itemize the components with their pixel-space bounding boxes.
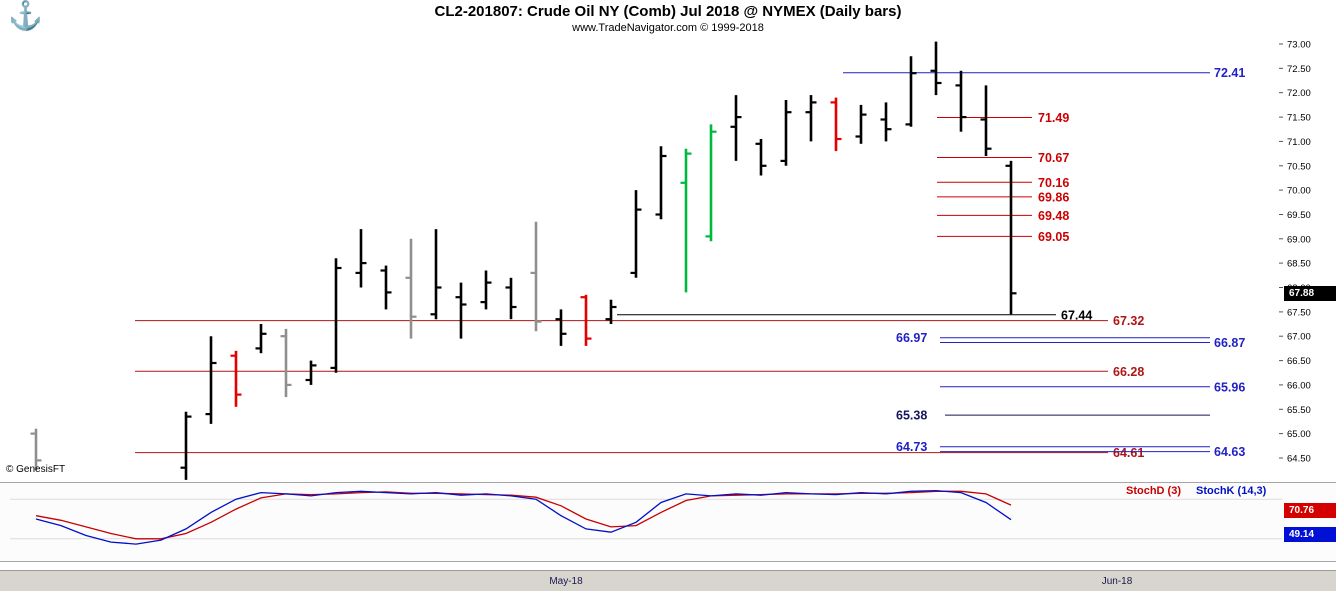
chart-title: CL2-201807: Crude Oil NY (Comb) Jul 2018… xyxy=(434,3,902,20)
ohlc-bar xyxy=(705,124,717,242)
stochk-value-badge: 49.14 xyxy=(1284,527,1336,542)
price-tick-label: 64.50 xyxy=(1287,454,1311,465)
ohlc-bar xyxy=(205,336,217,424)
stochd-line xyxy=(35,490,1012,540)
ohlc-bar xyxy=(555,309,567,346)
price-tick-label: 71.00 xyxy=(1287,137,1311,148)
ohlc-bar xyxy=(355,229,367,288)
price-tick-label: 65.50 xyxy=(1287,405,1311,416)
ohlc-bars xyxy=(30,41,1017,480)
level-label-70.16: 70.16 xyxy=(1038,176,1069,190)
price-tick-label: 71.50 xyxy=(1287,113,1311,124)
ohlc-bar xyxy=(805,95,817,142)
ohlc-bar xyxy=(455,282,467,339)
price-axis: 73.00 72.50 72.00 71.50 71.00 70.50 70.00 69.50… xyxy=(1279,40,1311,465)
ohlc-bar xyxy=(605,299,617,324)
ohlc-bar xyxy=(830,97,842,152)
ohlc-bar xyxy=(330,258,342,373)
price-tick-label: 65.00 xyxy=(1287,429,1311,440)
ohlc-bar xyxy=(230,350,242,407)
ohlc-bar xyxy=(505,277,517,320)
ohlc-bar xyxy=(255,324,267,354)
price-tick-label: 72.50 xyxy=(1287,64,1311,75)
ohlc-bar xyxy=(305,360,317,385)
level-label-69.05: 69.05 xyxy=(1038,230,1069,244)
ohlc-bar xyxy=(780,100,792,166)
stochastic-panel[interactable] xyxy=(0,482,1336,562)
level-label-64.63: 64.63 xyxy=(1214,445,1245,459)
level-label-64.61: 64.61 xyxy=(1113,446,1144,460)
level-label-65.38: 65.38 xyxy=(896,409,927,423)
ohlc-bar xyxy=(380,265,392,310)
ohlc-bar xyxy=(730,95,742,161)
ohlc-bar xyxy=(755,139,767,176)
ohlc-bar xyxy=(655,146,667,220)
ohlc-bar xyxy=(580,294,592,346)
stochk-legend-label[interactable]: StochK (14,3) xyxy=(1196,485,1267,497)
ohlc-bar xyxy=(955,70,967,132)
indicator-gridlines xyxy=(10,498,1282,540)
ohlc-bar xyxy=(1005,160,1017,315)
level-label-69.86: 69.86 xyxy=(1038,190,1069,204)
price-tick-label: 66.00 xyxy=(1287,380,1311,391)
ohlc-bar xyxy=(530,221,542,332)
time-axis-label: Jun-18 xyxy=(1101,576,1133,587)
ohlc-bar xyxy=(180,411,192,480)
price-tick-label: 67.50 xyxy=(1287,307,1311,318)
level-label-67.32: 67.32 xyxy=(1113,314,1144,328)
price-tick-label: 68.50 xyxy=(1287,259,1311,270)
price-tick-label: 73.00 xyxy=(1287,40,1311,51)
price-tick-label: 66.50 xyxy=(1287,356,1311,367)
ohlc-bar xyxy=(30,428,42,471)
time-axis-strip: May-18 Jun-18 xyxy=(0,570,1336,591)
price-tick-label: 70.00 xyxy=(1287,186,1311,197)
level-label-71.49: 71.49 xyxy=(1038,111,1069,125)
price-tick-label: 67.00 xyxy=(1287,332,1311,343)
ohlc-bar xyxy=(905,56,917,127)
ohlc-bar xyxy=(630,190,642,278)
price-tick-label: 72.00 xyxy=(1287,88,1311,99)
stochastic-lines xyxy=(35,489,1012,545)
ohlc-bar xyxy=(855,104,867,144)
level-label-67.44: 67.44 xyxy=(1061,308,1092,322)
level-label-66.87: 66.87 xyxy=(1214,336,1245,350)
level-label-66.28: 66.28 xyxy=(1113,365,1144,379)
ohlc-bar xyxy=(930,41,942,96)
ohlc-bar xyxy=(280,328,292,398)
ohlc-bar xyxy=(480,270,492,310)
price-tick-label: 69.50 xyxy=(1287,210,1311,221)
price-tick-label: 69.00 xyxy=(1287,234,1311,245)
ohlc-bar xyxy=(430,229,442,320)
price-tick-label: 70.50 xyxy=(1287,161,1311,172)
level-label-69.48: 69.48 xyxy=(1038,209,1069,223)
time-axis-label: May-18 xyxy=(549,576,583,587)
genesis-logo-icon: ⚓ xyxy=(8,0,43,31)
level-label-70.67: 70.67 xyxy=(1038,151,1069,165)
level-label-72.41: 72.41 xyxy=(1214,66,1245,80)
stochk-line xyxy=(35,489,1012,545)
genesisft-copyright: © GenesisFT xyxy=(6,464,66,475)
ohlc-bar xyxy=(405,238,417,339)
level-label-64.73: 64.73 xyxy=(896,440,927,454)
ohlc-bar xyxy=(980,85,992,156)
ohlc-bar xyxy=(680,148,692,293)
ohlc-bar xyxy=(880,102,892,142)
level-label-66.97: 66.97 xyxy=(896,331,927,345)
level-label-65.96: 65.96 xyxy=(1214,380,1245,394)
chart-subtitle: www.TradeNavigator.com © 1999-2018 xyxy=(572,22,764,34)
stochd-legend-label[interactable]: StochD (3) xyxy=(1126,485,1181,497)
last-price-badge: 67.88 xyxy=(1284,286,1336,301)
stochd-value-badge: 70.76 xyxy=(1284,503,1336,518)
